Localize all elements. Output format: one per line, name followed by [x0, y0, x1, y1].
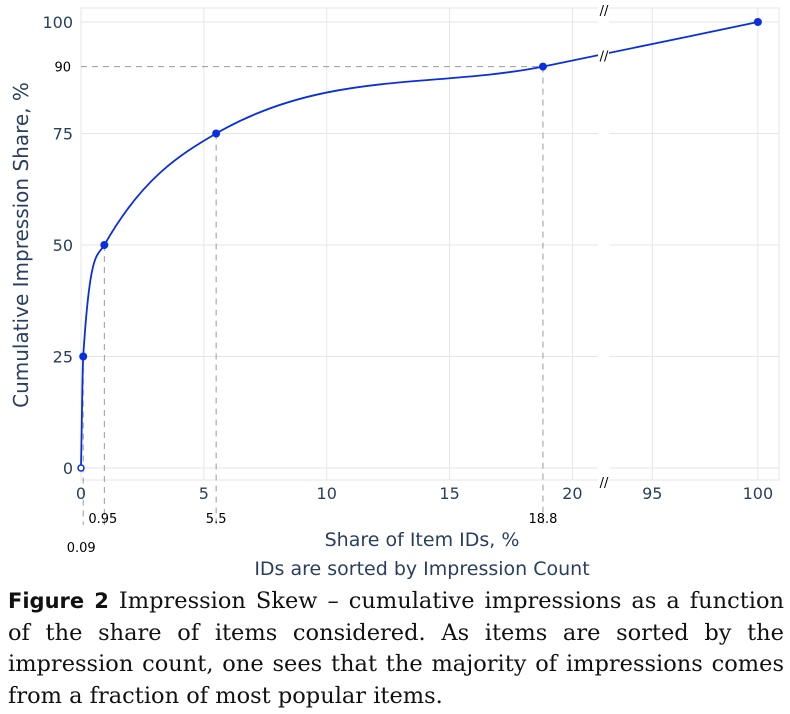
axis-break-marks: // // // — [598, 4, 609, 491]
break-gap — [598, 7, 609, 481]
x-annotation: 0.95 — [88, 512, 117, 527]
y-annotation-90: 90 — [54, 61, 71, 76]
x-tick-label: 100 — [743, 484, 774, 503]
data-point — [538, 62, 547, 71]
x-tick-label: 15 — [439, 484, 459, 503]
data-points — [77, 18, 762, 472]
data-point — [79, 352, 88, 361]
caption-text: Impression Skew – cumulative impressions… — [8, 588, 784, 709]
x-tick-label: 95 — [642, 484, 662, 503]
x-tick-label: 10 — [317, 484, 337, 503]
x-annotation: 5.5 — [206, 512, 227, 527]
x-annotation: 0.09 — [67, 541, 96, 556]
y-tick-label: 50 — [53, 236, 73, 255]
break-mark: // — [600, 476, 609, 491]
guide-lines — [81, 66, 544, 525]
x-tick-label: 5 — [199, 484, 209, 503]
y-axis-title: Cumulative Impression Share, % — [9, 82, 33, 408]
y-tick-label: 25 — [53, 348, 73, 367]
x-annotation: 18.8 — [528, 512, 557, 527]
y-tick-labels: 0 25 50 75 100 — [42, 13, 73, 478]
x-axis-subtitle: IDs are sorted by Impression Count — [254, 558, 589, 580]
x-axis-title: Share of Item IDs, % — [325, 529, 520, 551]
y-tick-label: 0 — [63, 459, 73, 478]
data-point — [212, 129, 221, 138]
plot-frame — [80, 7, 780, 481]
x-tick-label: 0 — [76, 484, 86, 503]
break-mark: // — [600, 49, 609, 64]
x-tick-label: 20 — [562, 484, 582, 503]
x-tick-labels: 0 5 10 15 20 95 100 — [76, 484, 773, 503]
data-point — [100, 241, 109, 249]
figure-label: Figure 2 — [8, 589, 109, 613]
figure-caption: Figure 2 Impression Skew – cumulative im… — [8, 586, 784, 712]
data-point-hollow — [77, 464, 85, 472]
impression-skew-chart: // // // 0 5 10 15 20 95 100 0 25 50 75 100 0.09 0.95… — [9, 4, 780, 580]
y-tick-label: 100 — [42, 13, 73, 32]
break-mark: // — [600, 4, 609, 19]
grid-lines — [80, 8, 779, 480]
data-point — [753, 18, 762, 26]
y-tick-label: 75 — [53, 125, 73, 144]
x-value-annotations: 0.09 0.95 5.5 18.8 — [67, 512, 558, 556]
